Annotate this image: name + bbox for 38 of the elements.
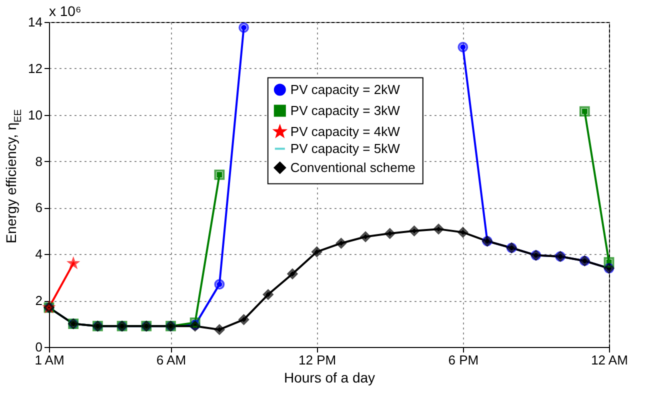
y-axis-title: Energy efficiency, ηEE <box>3 108 24 244</box>
legend-label: PV capacity = 4kW <box>290 124 401 139</box>
x-axis-title: Hours of a day <box>284 370 376 386</box>
legend-label: PV capacity = 5kW <box>290 140 401 156</box>
point <box>238 314 249 325</box>
y-tick-label: 4 <box>35 246 42 262</box>
point <box>262 289 274 300</box>
point <box>458 227 468 238</box>
point <box>287 268 298 280</box>
legend-label: PV capacity = 2kW <box>290 82 401 97</box>
point <box>604 257 614 268</box>
x-tick-label: 6 AM <box>156 352 186 368</box>
point <box>433 224 444 234</box>
legend-label: PV capacity = 3kW <box>290 102 401 118</box>
y-tick-label: 10 <box>28 107 42 122</box>
y-tick-label: 12 <box>28 60 42 76</box>
legend-label: Conventional scheme <box>290 160 416 175</box>
point <box>214 279 225 290</box>
y-tick-label: 8 <box>35 154 42 169</box>
point <box>238 22 249 33</box>
x-tick-label: 6 PM <box>448 352 479 368</box>
point <box>360 232 371 242</box>
x-tick-label: 12 AM <box>591 352 628 368</box>
point <box>579 106 590 117</box>
text: x 10⁶ <box>49 3 82 19</box>
y-tick-label: 14 <box>28 14 42 30</box>
y-tick-label: 6 <box>35 200 42 216</box>
point <box>409 226 420 236</box>
y-tick-label: 0 <box>35 340 42 354</box>
x-tick-label: 1 AM <box>34 352 64 368</box>
point <box>458 42 468 52</box>
y-tick-label: 2 <box>35 293 42 308</box>
point <box>214 324 225 335</box>
point <box>312 246 322 258</box>
point <box>384 228 396 239</box>
x-tick-label: 12 PM <box>298 352 336 368</box>
point <box>336 238 346 248</box>
point <box>214 170 225 180</box>
